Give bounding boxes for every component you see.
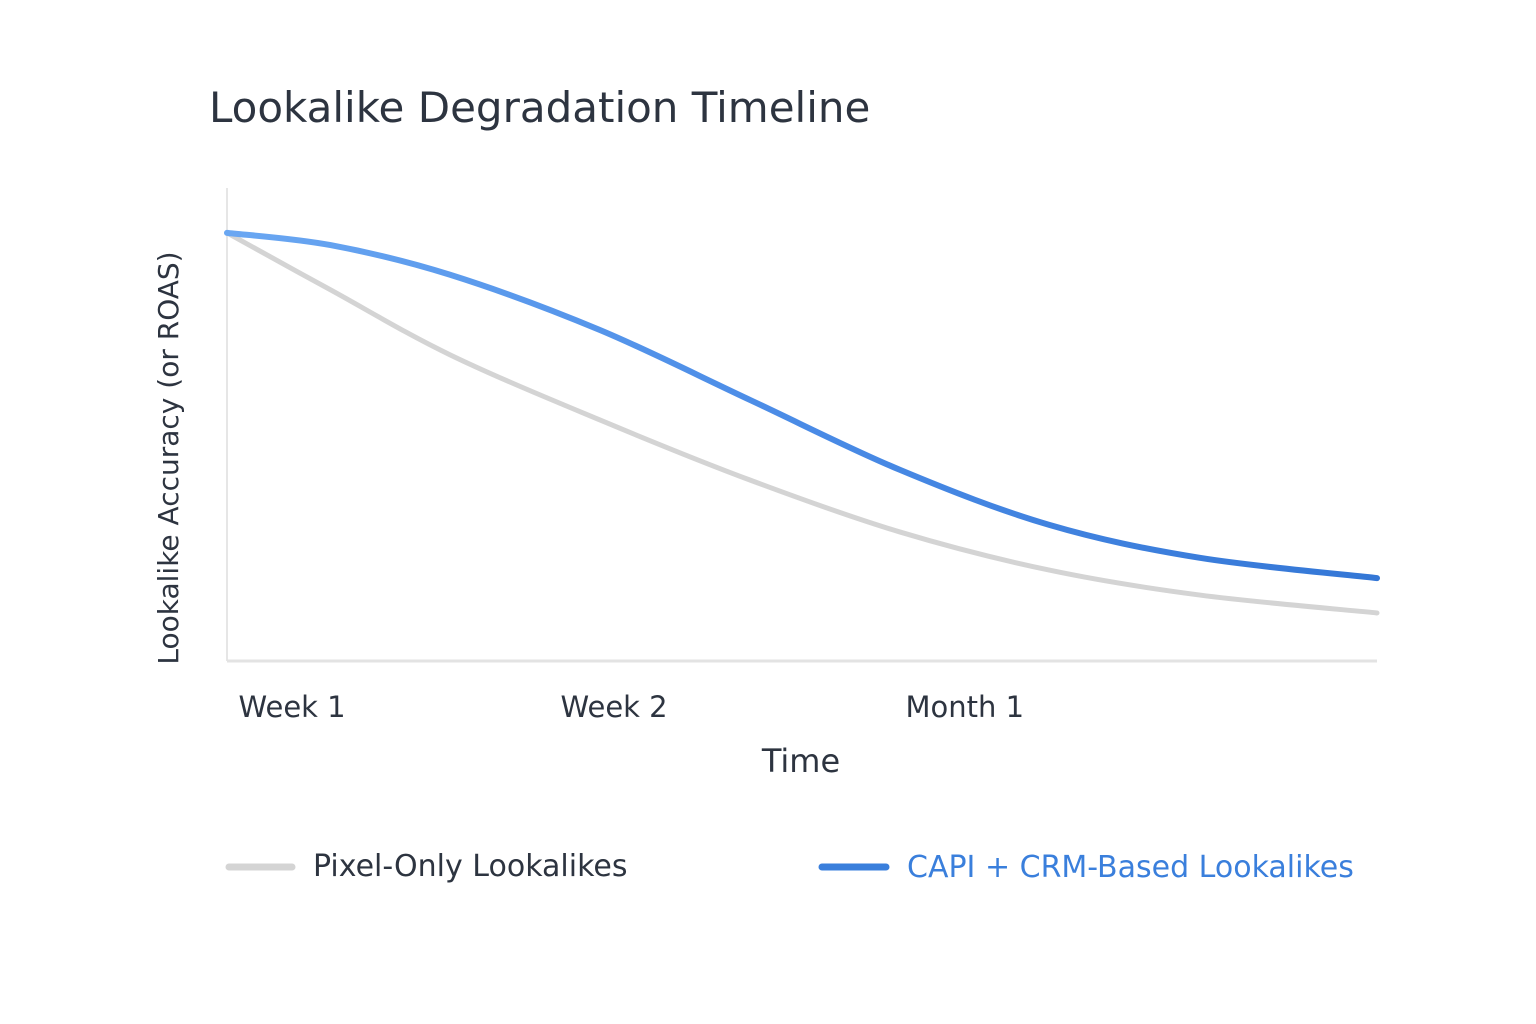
x-tick-label: Week 1 bbox=[239, 690, 346, 724]
series-line-pixel-only bbox=[224, 230, 1380, 616]
x-axis-label: Time bbox=[761, 742, 840, 780]
y-axis-label: Lookalike Accuracy (or ROAS) bbox=[152, 251, 185, 664]
legend-label-pixel-only: Pixel-Only Lookalikes bbox=[313, 849, 628, 884]
chart-title: Lookalike Degradation Timeline bbox=[209, 83, 870, 132]
legend: Pixel-Only Lookalikes CAPI + CRM-Based L… bbox=[225, 849, 1354, 885]
legend-label-capi-crm: CAPI + CRM-Based Lookalikes bbox=[907, 850, 1354, 885]
x-tick-label: Month 1 bbox=[906, 690, 1025, 724]
series-line-capi-crm bbox=[224, 229, 1380, 582]
x-tick-label: Week 2 bbox=[561, 690, 668, 724]
